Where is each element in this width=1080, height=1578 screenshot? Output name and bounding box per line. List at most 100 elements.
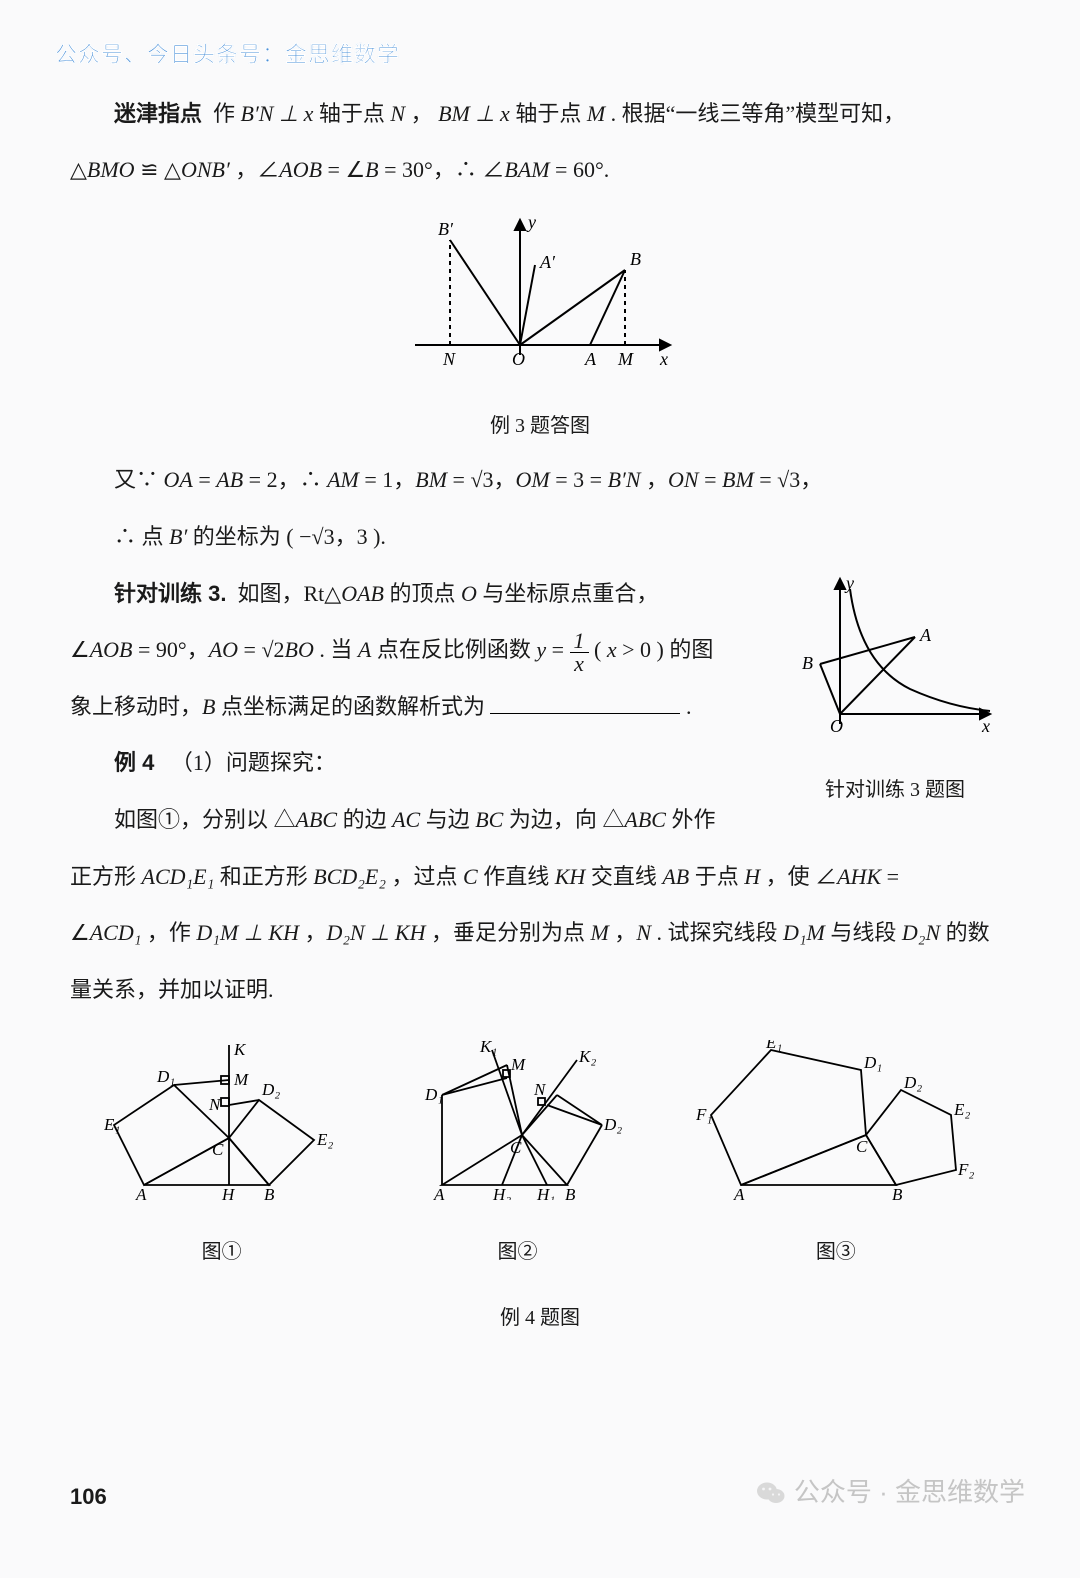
label: M xyxy=(233,1070,249,1089)
page-number: 106 xyxy=(70,1472,107,1523)
text: 与线段 xyxy=(830,920,902,945)
label: B′ xyxy=(438,219,454,239)
text: 象上移动时， xyxy=(70,694,202,719)
text: = 30°，∴ ∠ xyxy=(384,157,504,182)
text: = √2 xyxy=(244,637,285,662)
label: A xyxy=(919,625,932,645)
label: D₁ xyxy=(156,1067,175,1086)
lead-label: 迷津指点 xyxy=(114,101,202,126)
math: AC xyxy=(392,807,420,832)
label: C xyxy=(856,1137,868,1156)
label: B xyxy=(264,1185,275,1200)
text: ，垂足分别为点 xyxy=(431,920,591,945)
math: A xyxy=(358,637,371,662)
text: 点在反比例函数 xyxy=(377,637,537,662)
subfig-3-caption: 图③ xyxy=(696,1229,976,1275)
watermark: 公众号 · 金思维数学 xyxy=(756,1463,1025,1523)
text: . xyxy=(686,694,692,719)
text: ∠ xyxy=(70,920,90,945)
text: 如图①，分别以 △ xyxy=(114,807,296,832)
math: ACD₁ xyxy=(90,920,142,945)
text: = 60°. xyxy=(555,157,609,182)
text: = xyxy=(887,864,899,889)
label: N xyxy=(442,349,456,369)
label: E₁ xyxy=(765,1040,782,1052)
text: ( xyxy=(594,637,607,662)
math: BAM xyxy=(504,157,549,182)
text: 交直线 xyxy=(591,864,663,889)
text: . 根据“一线三等角”模型可知， xyxy=(611,101,906,126)
diagram-2-svg: y A B O x xyxy=(790,569,1000,739)
figure-2: y A B O x 针对训练 3 题图 xyxy=(780,569,1010,814)
math: D₂N xyxy=(902,920,940,945)
text: = √3， xyxy=(759,467,822,492)
label: B xyxy=(802,653,813,673)
math: M xyxy=(590,920,608,945)
header: 公众号、今日头条号：金思维数学 xyxy=(55,30,1025,81)
math: N xyxy=(636,920,651,945)
label: D₂ xyxy=(261,1080,280,1099)
figure-1: B′ A′ B N O A M x y 例 3 题答图 xyxy=(70,210,1010,450)
text: 与坐标原点重合， xyxy=(482,581,658,606)
diagram-1-svg: B′ A′ B N O A M x y xyxy=(390,210,690,375)
text: = 3 = xyxy=(555,467,607,492)
text: （1）问题探究： xyxy=(171,750,336,775)
label: K₁ xyxy=(479,1040,497,1056)
label: D₁ xyxy=(424,1085,443,1104)
text: = ∠ xyxy=(328,157,366,182)
text: 轴于点 xyxy=(319,101,391,126)
math: AHK xyxy=(837,864,881,889)
text: ∴ 点 xyxy=(114,524,169,549)
training-label: 针对训练 3. xyxy=(114,581,226,606)
math: ABC xyxy=(296,807,338,832)
text: 于点 xyxy=(695,864,745,889)
math: OA xyxy=(164,467,193,492)
label: E₁ xyxy=(104,1115,120,1134)
math: BMO xyxy=(87,157,135,182)
text: > 0 ) 的图 xyxy=(622,637,713,662)
text: 如图，Rt△ xyxy=(237,581,341,606)
math: BM xyxy=(415,467,447,492)
text: = √3， xyxy=(453,467,516,492)
paragraph-2: △BMO ≌ △ONB′ ，∠AOB = ∠B = 30°，∴ ∠BAM = 6… xyxy=(70,145,1010,196)
text: 为边，向 △ xyxy=(509,807,625,832)
figure-1-caption: 例 3 题答图 xyxy=(70,403,1010,449)
label: A xyxy=(733,1185,745,1200)
text: 与边 xyxy=(426,807,476,832)
watermark-text: 公众号 · 金思维数学 xyxy=(794,1463,1025,1523)
text: ，作 xyxy=(147,920,197,945)
training-p2: ∠AOB = 90°，AO = √2BO . 当 A 点在反比例函数 y = 1… xyxy=(70,625,765,676)
text: 的坐标为 ( −√3，3 ). xyxy=(193,524,386,549)
math: D₁M ⊥ KH xyxy=(196,920,299,945)
math: KH xyxy=(555,864,586,889)
math: AB xyxy=(216,467,243,492)
text: . 试探究线段 xyxy=(657,920,784,945)
math: BC xyxy=(475,807,503,832)
ex4-p2: 正方形 ACD₁E₁ 和正方形 BCD₂E₂ ，过点 C 作直线 KH 交直线 … xyxy=(70,852,1010,903)
math: B′ xyxy=(169,524,187,549)
math: x xyxy=(607,637,617,662)
math: BM xyxy=(722,467,754,492)
paragraph-3: 又∵ OA = AB = 2，∴ AM = 1，BM = √3，OM = 3 =… xyxy=(70,455,1010,506)
math: AO xyxy=(209,637,238,662)
text: = 1， xyxy=(364,467,415,492)
label: N xyxy=(533,1080,547,1099)
math: ABC xyxy=(624,807,666,832)
text: 正方形 xyxy=(70,864,142,889)
label: O xyxy=(830,716,843,736)
figure-3-caption: 例 4 题图 xyxy=(70,1295,1010,1341)
text: ，∠ xyxy=(235,157,279,182)
text: ， xyxy=(614,920,636,945)
ex4-label: 例 4 xyxy=(114,750,154,775)
math: ON xyxy=(668,467,699,492)
label: H₂ xyxy=(492,1185,511,1200)
math: O xyxy=(461,581,477,606)
text: = 90°， xyxy=(138,637,209,662)
text: ，使 ∠ xyxy=(766,864,838,889)
math: OM xyxy=(516,467,550,492)
ex4-p1: 如图①，分别以 △ABC 的边 AC 与边 BC 为边，向 △ABC 外作 xyxy=(70,795,765,846)
label: K₂ xyxy=(578,1047,596,1066)
figure-2-caption: 针对训练 3 题图 xyxy=(780,767,1010,813)
text: 作 xyxy=(213,101,241,126)
text: 的边 xyxy=(343,807,393,832)
